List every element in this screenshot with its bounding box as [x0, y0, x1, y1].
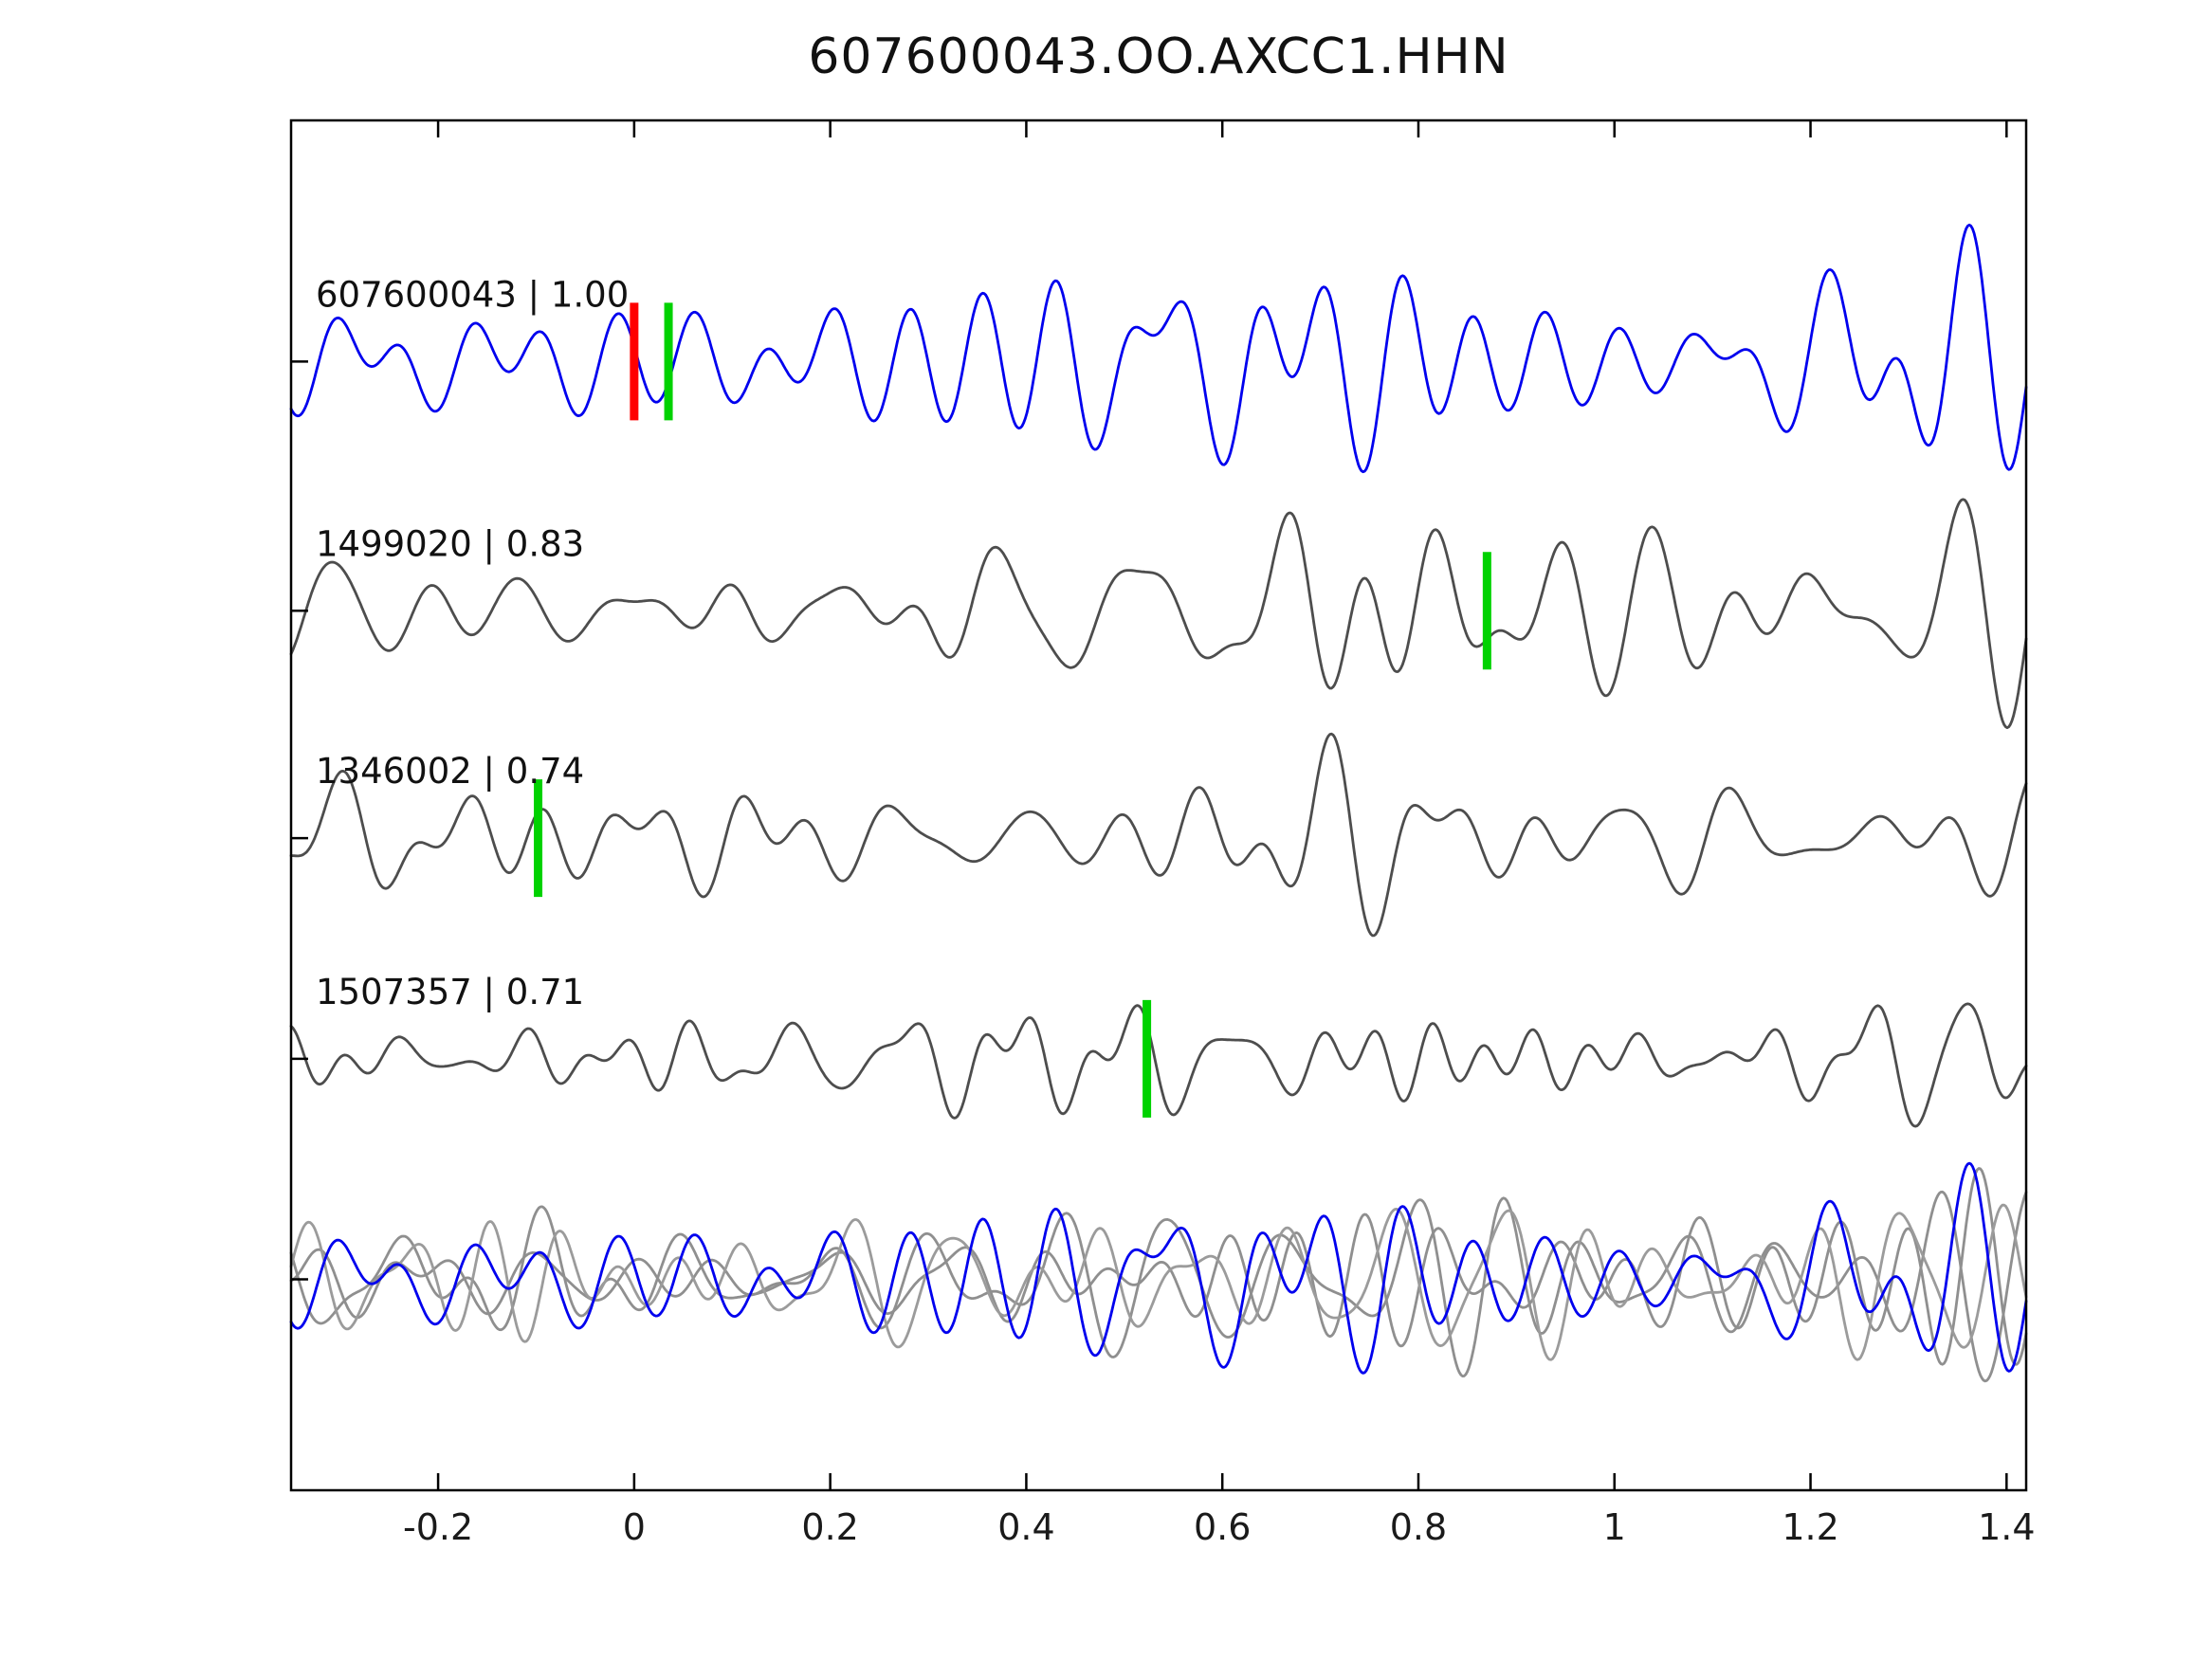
x-tick-label: 0.4 — [997, 1506, 1054, 1548]
plot-border — [289, 118, 2028, 1492]
x-tick-label: 0.6 — [1194, 1506, 1251, 1548]
trace-label: 1507357 | 0.71 — [316, 972, 584, 1012]
trace-line — [289, 1002, 2028, 1128]
trace-line — [289, 732, 2028, 938]
x-tick-label: 1 — [1603, 1506, 1626, 1548]
trace-line — [289, 1161, 2028, 1375]
x-tick-label: 0 — [623, 1506, 646, 1548]
chart-title: 607600043.OO.AXCC1.HHN — [808, 28, 1509, 85]
x-tick-label: 1.2 — [1782, 1506, 1838, 1548]
trace-label: 1346002 | 0.74 — [316, 751, 584, 792]
x-tick-label: 0.8 — [1390, 1506, 1447, 1548]
trace-label: 1499020 | 0.83 — [316, 523, 584, 564]
trace-line — [289, 1203, 2028, 1361]
trace-label: 607600043 | 1.00 — [316, 274, 629, 315]
trace-line — [289, 1190, 2028, 1383]
trace-line — [289, 498, 2028, 729]
x-tick-label: -0.2 — [403, 1506, 473, 1548]
x-tick-label: 1.4 — [1978, 1506, 2035, 1548]
trace-line — [289, 223, 2028, 474]
x-tick-label: 0.2 — [801, 1506, 858, 1548]
